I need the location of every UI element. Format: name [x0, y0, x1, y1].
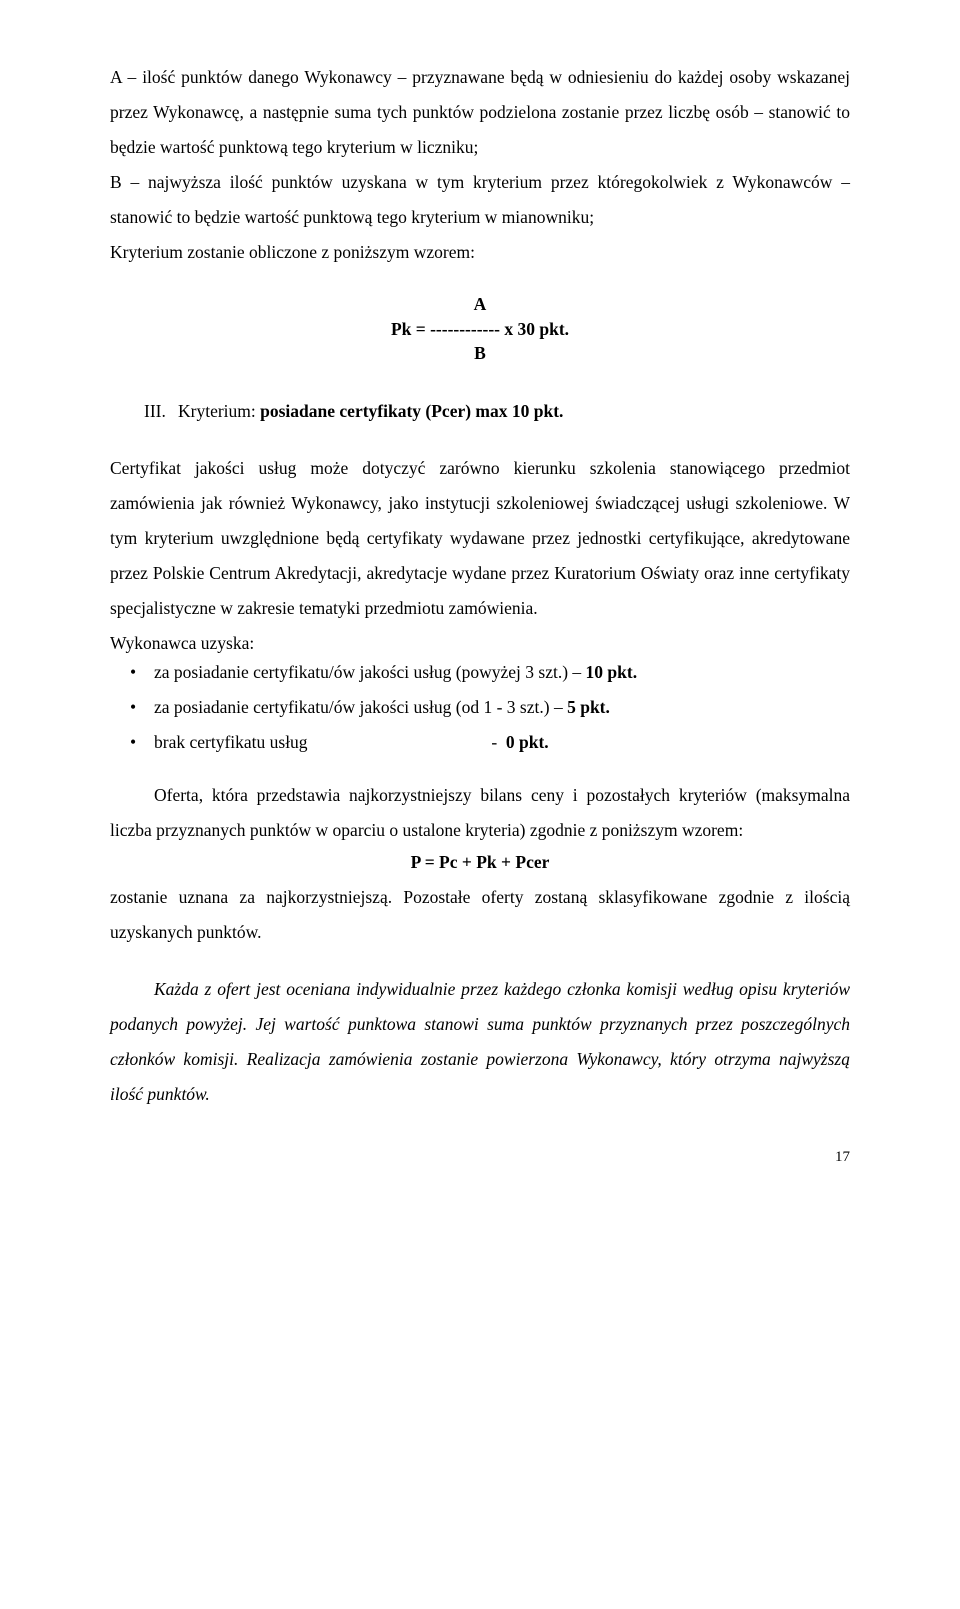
paragraph-cert-body: Certyfikat jakości usług może dotyczyć z…	[110, 451, 850, 626]
paragraph-best-offer: Oferta, która przedstawia najkorzystniej…	[110, 778, 850, 848]
formula-pk-top: A	[110, 292, 850, 317]
list-item: brak certyfikatu usług - 0 pkt.	[154, 725, 850, 760]
formula-total: P = Pc + Pk + Pcer	[110, 850, 850, 875]
list-item-text: brak certyfikatu usług	[154, 732, 308, 752]
document-page: A – ilość punktów danego Wykonawcy – prz…	[0, 0, 960, 1222]
formula-pk-mid: Pk = ------------ x 30 pkt.	[110, 317, 850, 342]
list-item-points: 5 pkt.	[567, 697, 610, 717]
list-item-spacer: -	[308, 732, 506, 752]
heading-bold: posiadane certyfikaty (Pcer) max 10 pkt.	[260, 401, 563, 421]
formula-total-line: P = Pc + Pk + Pcer	[110, 850, 850, 875]
paragraph-definitions-b: B – najwyższa ilość punktów uzyskana w t…	[110, 165, 850, 235]
list-item: za posiadanie certyfikatu/ów jakości usł…	[154, 690, 850, 725]
paragraph-definitions-a: A – ilość punktów danego Wykonawcy – prz…	[110, 60, 850, 165]
list-item-text: za posiadanie certyfikatu/ów jakości usł…	[154, 697, 567, 717]
heading-roman: III.	[144, 394, 178, 429]
paragraph-ranking: zostanie uznana za najkorzystniejszą. Po…	[110, 880, 850, 950]
page-number: 17	[110, 1142, 850, 1172]
list-item-points: 10 pkt.	[586, 662, 638, 682]
list-item-text: za posiadanie certyfikatu/ów jakości usł…	[154, 662, 586, 682]
heading-criterion-3: III.Kryterium: posiadane certyfikaty (Pc…	[110, 394, 850, 429]
formula-pk: A Pk = ------------ x 30 pkt. B	[110, 292, 850, 366]
paragraph-evaluation-note: Każda z ofert jest oceniana indywidualni…	[110, 972, 850, 1112]
heading-prefix: Kryterium:	[178, 401, 260, 421]
certificate-points-list: za posiadanie certyfikatu/ów jakości usł…	[110, 655, 850, 760]
list-item-points: 0 pkt.	[506, 732, 549, 752]
paragraph-formula-intro: Kryterium zostanie obliczone z poniższym…	[110, 235, 850, 270]
list-item: za posiadanie certyfikatu/ów jakości usł…	[154, 655, 850, 690]
formula-pk-bot: B	[110, 341, 850, 366]
